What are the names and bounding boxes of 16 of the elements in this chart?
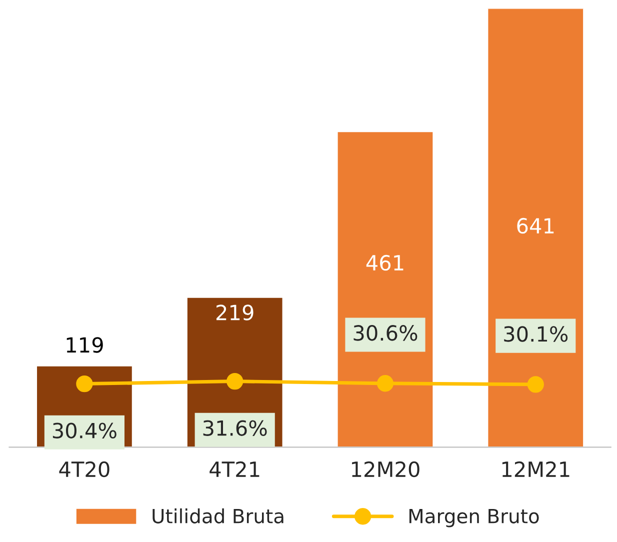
- x-tick-label: 12M21: [502, 461, 570, 477]
- data-label: 30.4%: [52, 422, 116, 438]
- legend-label: Utilidad Bruta: [152, 508, 284, 524]
- data-label: 641: [517, 218, 554, 234]
- legend-label: Margen Bruto: [409, 508, 539, 528]
- bar: [336, 130, 434, 448]
- bar: [486, 8, 584, 448]
- x-tick-label: 12M20: [352, 461, 420, 478]
- data-label: 31.6%: [203, 420, 267, 436]
- data-label: 30.6%: [354, 325, 418, 341]
- data-label: 119: [66, 337, 103, 353]
- data-label: 30.1%: [504, 326, 568, 342]
- data-label: 219: [216, 304, 254, 320]
- x-tick-label: 4T21: [210, 461, 260, 477]
- x-tick-label: 4T20: [59, 461, 110, 478]
- data-label: 461: [366, 254, 404, 271]
